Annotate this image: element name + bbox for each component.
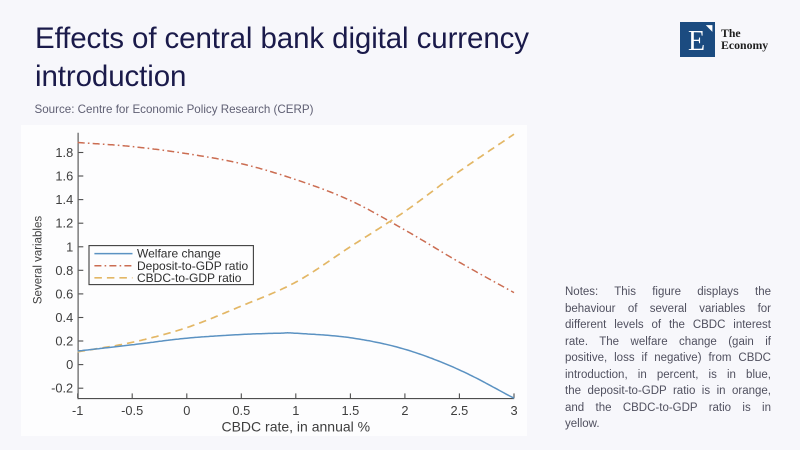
svg-text:1.4: 1.4 bbox=[55, 192, 73, 207]
svg-text:0.6: 0.6 bbox=[55, 286, 73, 301]
svg-text:0.5: 0.5 bbox=[232, 403, 250, 418]
svg-text:Deposit-to-GDP ratio: Deposit-to-GDP ratio bbox=[137, 259, 248, 273]
svg-text:0: 0 bbox=[183, 403, 190, 418]
svg-text:Several variables: Several variables bbox=[33, 216, 45, 304]
svg-text:1.6: 1.6 bbox=[55, 169, 73, 184]
svg-text:Welfare change: Welfare change bbox=[137, 247, 221, 261]
svg-text:1.5: 1.5 bbox=[342, 403, 360, 418]
svg-text:1.8: 1.8 bbox=[55, 145, 73, 160]
svg-text:CBDC-to-GDP ratio: CBDC-to-GDP ratio bbox=[137, 271, 242, 285]
svg-text:0.4: 0.4 bbox=[55, 310, 73, 325]
svg-text:0: 0 bbox=[66, 357, 73, 372]
svg-text:-0.2: -0.2 bbox=[51, 381, 73, 396]
svg-text:1.2: 1.2 bbox=[55, 216, 73, 231]
svg-text:-0.5: -0.5 bbox=[121, 403, 143, 418]
svg-text:3: 3 bbox=[510, 403, 517, 418]
svg-text:0.2: 0.2 bbox=[55, 334, 73, 349]
svg-text:1: 1 bbox=[292, 403, 299, 418]
svg-text:0.8: 0.8 bbox=[55, 263, 73, 278]
svg-text:2: 2 bbox=[401, 403, 408, 418]
svg-text:-1: -1 bbox=[72, 403, 83, 418]
svg-text:CBDC rate, in annual %: CBDC rate, in annual % bbox=[221, 418, 370, 434]
svg-text:2.5: 2.5 bbox=[451, 403, 469, 418]
svg-text:1: 1 bbox=[66, 239, 73, 254]
